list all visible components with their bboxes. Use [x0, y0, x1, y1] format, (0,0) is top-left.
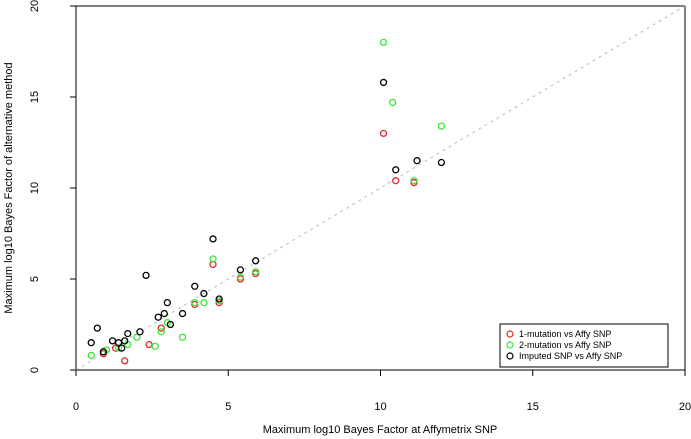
x-tick-label: 15 [527, 401, 539, 413]
data-point [121, 357, 129, 365]
x-tick-label: 10 [374, 401, 386, 413]
data-point [108, 337, 117, 345]
data-point [142, 271, 150, 280]
data-point [413, 157, 421, 165]
y-axis-label: Maximum log10 Bayes Factor of alternativ… [3, 62, 15, 313]
data-point [178, 309, 187, 318]
data-point [389, 98, 397, 107]
legend-marker-1-mutation [506, 330, 514, 338]
data-point [209, 255, 217, 263]
data-point [209, 235, 217, 243]
legend-label-imputed-snp: Imputed SNP vs Affy SNP [519, 351, 622, 361]
x-tick-label: 0 [73, 401, 79, 413]
data-point [392, 166, 400, 174]
legend-marker-imputed-snp [506, 352, 514, 360]
y-axis: 0 5 10 15 20 [29, 0, 76, 373]
data-point [191, 282, 199, 290]
data-point [136, 328, 144, 336]
data-point [145, 340, 153, 349]
data-point [160, 309, 168, 318]
data-point [178, 333, 187, 341]
data-point [392, 177, 400, 185]
data-point [151, 342, 159, 350]
data-point [410, 177, 418, 185]
x-axis: 0 5 10 15 20 [73, 370, 691, 413]
legend-label-2-mutation: 2-mutation vs Affy SNP [519, 340, 611, 350]
data-point [163, 299, 172, 307]
data-point [166, 320, 175, 329]
data-point [133, 333, 141, 341]
data-point [379, 38, 388, 47]
legend-box [499, 323, 669, 368]
x-tick-label: 5 [225, 401, 231, 413]
y-tick-label: 15 [29, 91, 41, 103]
y-tick-label: 5 [29, 276, 41, 282]
data-point [154, 313, 162, 321]
x-axis-label: Maximum log10 Bayes Factor at Affymetrix… [263, 424, 498, 436]
data-point [157, 324, 165, 332]
data-point [200, 289, 208, 298]
data-point [87, 351, 95, 360]
data-point [118, 344, 126, 352]
data-point [437, 158, 446, 167]
data-point [379, 129, 388, 138]
y-tick-label: 10 [29, 182, 41, 194]
data-point [87, 339, 95, 347]
data-point [236, 266, 245, 274]
legend: 1-mutation vs Affy SNP 2-mutation vs Aff… [499, 323, 669, 368]
data-point [215, 295, 223, 303]
x-tick-label: 20 [679, 401, 691, 413]
data-point [99, 348, 108, 356]
data-point [200, 299, 208, 307]
data-point [236, 273, 245, 281]
data-point [437, 122, 446, 130]
data-point [252, 268, 260, 276]
y-tick-label: 20 [29, 0, 41, 12]
y-tick-label: 0 [29, 367, 41, 373]
data-point [124, 329, 132, 338]
data-point [93, 324, 101, 332]
legend-marker-2-mutation [506, 341, 514, 349]
data-point [157, 328, 165, 336]
data-point [191, 299, 199, 307]
legend-label-1-mutation: 1-mutation vs Affy SNP [519, 329, 611, 339]
data-points [87, 38, 446, 365]
data-point [121, 337, 129, 345]
data-point [379, 78, 388, 87]
data-point [252, 257, 260, 265]
